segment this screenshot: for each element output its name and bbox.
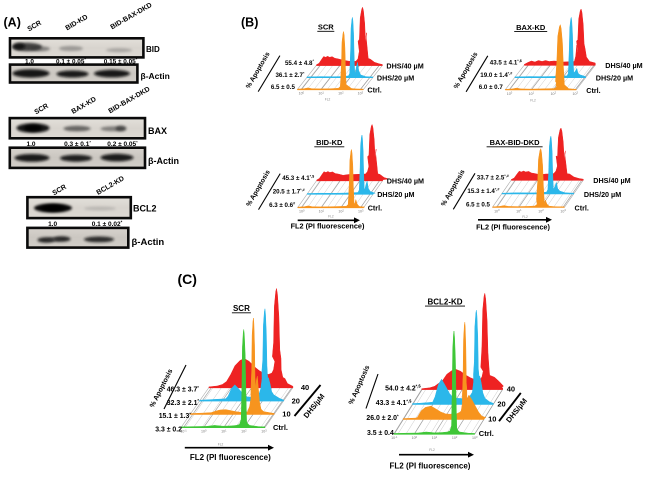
- svg-text:103: 103: [472, 435, 478, 440]
- svg-text:Ctrl.: Ctrl.: [273, 423, 288, 432]
- svg-text:FL2: FL2: [325, 98, 331, 102]
- svg-text:103: 103: [358, 208, 364, 213]
- svg-text:15.1 ± 1.3*: 15.1 ± 1.3*: [159, 412, 192, 421]
- svg-text:101: 101: [516, 208, 522, 213]
- svg-text:1.0: 1.0: [26, 141, 35, 148]
- svg-text:101: 101: [318, 90, 324, 95]
- svg-text:1.0: 1.0: [25, 58, 34, 65]
- svg-text:3.5 ± 0.4: 3.5 ± 0.4: [367, 430, 394, 437]
- svg-text:102: 102: [338, 90, 344, 95]
- svg-text:BAX-KD: BAX-KD: [516, 23, 546, 32]
- svg-text:(A): (A): [4, 15, 21, 29]
- svg-text:Ctrl.: Ctrl.: [586, 86, 600, 95]
- svg-text:0.2 ± 0.05*: 0.2 ± 0.05*: [107, 139, 138, 148]
- svg-text:20: 20: [292, 396, 300, 405]
- svg-text:DHS/40 µM: DHS/40 µM: [386, 62, 423, 71]
- svg-text:101: 101: [221, 428, 227, 433]
- svg-text:32.3 ± 2.1*: 32.3 ± 2.1*: [167, 398, 200, 407]
- svg-text:FL2 (PI fluorescence): FL2 (PI fluorescence): [291, 222, 365, 231]
- svg-text:FL2: FL2: [530, 99, 536, 103]
- svg-text:Ctrl.: Ctrl.: [368, 204, 382, 213]
- svg-text:10: 10: [282, 410, 290, 419]
- svg-text:0.1 ± 0.02*: 0.1 ± 0.02*: [92, 220, 123, 229]
- svg-text:100: 100: [494, 208, 500, 213]
- svg-text:103: 103: [358, 90, 364, 95]
- svg-text:β-Actin: β-Actin: [141, 71, 170, 81]
- svg-text:43.3 ± 4.1*,$: 43.3 ± 4.1*,$: [376, 399, 412, 408]
- svg-text:6.5 ± 0.5: 6.5 ± 0.5: [271, 84, 296, 91]
- svg-text:Ctrl.: Ctrl.: [367, 86, 381, 95]
- svg-text:SCR: SCR: [233, 304, 250, 313]
- svg-text:BCL2-KD: BCL2-KD: [427, 297, 462, 306]
- svg-text:40: 40: [507, 385, 515, 394]
- svg-text:Ctrl.: Ctrl.: [479, 429, 494, 438]
- svg-text:103: 103: [261, 428, 267, 433]
- svg-text:6.3 ± 0.6#: 6.3 ± 0.6#: [269, 201, 295, 209]
- svg-text:β-Actin: β-Actin: [132, 237, 165, 248]
- svg-text:54.0 ± 4.2*,$: 54.0 ± 4.2*,$: [385, 384, 421, 393]
- svg-text:101: 101: [529, 91, 535, 96]
- svg-text:3.3 ± 0.2: 3.3 ± 0.2: [155, 426, 182, 433]
- svg-text:33.7 ± 2.5*,#: 33.7 ± 2.5*,#: [477, 174, 509, 182]
- svg-text:100: 100: [299, 208, 305, 213]
- svg-text:6.5 ± 0.5: 6.5 ± 0.5: [466, 202, 491, 209]
- svg-text:DHS/20 µM: DHS/20 µM: [377, 190, 414, 199]
- svg-text:15.3 ± 1.4*,#: 15.3 ± 1.4*,#: [467, 188, 499, 196]
- svg-text:1.0: 1.0: [48, 221, 57, 228]
- svg-text:100: 100: [507, 91, 513, 96]
- svg-text:101: 101: [319, 208, 325, 213]
- svg-text:36.1 ± 2.7*: 36.1 ± 2.7*: [275, 71, 304, 79]
- svg-text:100: 100: [299, 90, 305, 95]
- svg-text:(B): (B): [241, 16, 258, 30]
- svg-text:DHS/40 µM: DHS/40 µM: [593, 176, 630, 185]
- svg-text:6.0 ± 0.7: 6.0 ± 0.7: [479, 84, 504, 91]
- svg-text:BAX: BAX: [148, 126, 167, 136]
- svg-text:46.3 ± 3.7*: 46.3 ± 3.7*: [167, 385, 200, 394]
- svg-text:BCL2: BCL2: [133, 204, 157, 214]
- svg-text:10: 10: [488, 414, 496, 423]
- svg-text:10-1: 10-1: [391, 435, 398, 440]
- svg-text:FL2 (PI fluorescence): FL2 (PI fluorescence): [476, 223, 550, 232]
- svg-text:100: 100: [412, 435, 418, 440]
- svg-text:102: 102: [538, 208, 544, 213]
- svg-text:DHS/20 µM: DHS/20 µM: [377, 74, 414, 83]
- svg-text:45.3 ± 4.1*,$: 45.3 ± 4.1*,$: [282, 174, 314, 182]
- svg-text:40: 40: [301, 383, 309, 392]
- svg-text:SCR: SCR: [318, 23, 334, 32]
- svg-text:DHS/20 µM: DHS/20 µM: [596, 74, 633, 83]
- svg-text:DHS/40 µM: DHS/40 µM: [605, 61, 642, 70]
- svg-text:(C): (C): [178, 271, 197, 287]
- svg-text:Ctrl.: Ctrl.: [575, 203, 589, 212]
- svg-text:FL2: FL2: [522, 215, 528, 219]
- svg-text:BAX-BID-DKD: BAX-BID-DKD: [490, 138, 541, 147]
- svg-text:0.15 ± 0.05*: 0.15 ± 0.05*: [104, 57, 138, 66]
- svg-text:103: 103: [560, 208, 566, 213]
- svg-text:10-1: 10-1: [180, 428, 187, 433]
- svg-text:20: 20: [497, 399, 505, 408]
- svg-text:55.4 ± 4.8*: 55.4 ± 4.8*: [285, 59, 314, 67]
- svg-text:DHS/20 µM: DHS/20 µM: [584, 190, 621, 199]
- svg-text:102: 102: [338, 208, 344, 213]
- svg-text:DHS/40 µM: DHS/40 µM: [387, 177, 424, 186]
- svg-text:26.0 ± 2.0*: 26.0 ± 2.0*: [366, 414, 399, 423]
- svg-text:0.1 ± 0.05*: 0.1 ± 0.05*: [56, 57, 86, 66]
- svg-text:20.5 ± 1.7*,#: 20.5 ± 1.7*,#: [273, 188, 305, 196]
- svg-text:FL2: FL2: [429, 448, 435, 452]
- svg-text:BID: BID: [146, 45, 160, 54]
- svg-text:19.0 ± 1.4*,#: 19.0 ± 1.4*,#: [480, 71, 512, 79]
- svg-text:FL2: FL2: [218, 443, 224, 447]
- svg-text:100: 100: [201, 428, 207, 433]
- svg-text:102: 102: [551, 91, 557, 96]
- svg-text:FL2 (PI fluorescence): FL2 (PI fluorescence): [190, 453, 271, 462]
- svg-text:43.5 ± 4.1*,$: 43.5 ± 4.1*,$: [490, 59, 522, 67]
- svg-text:102: 102: [452, 435, 458, 440]
- svg-text:BID-KD: BID-KD: [316, 138, 343, 147]
- svg-text:FL2: FL2: [328, 215, 334, 219]
- svg-text:101: 101: [432, 435, 438, 440]
- svg-text:0.3 ± 0.1*: 0.3 ± 0.1*: [64, 139, 91, 148]
- svg-text:103: 103: [572, 91, 578, 96]
- svg-text:102: 102: [241, 428, 247, 433]
- svg-text:β-Actin: β-Actin: [148, 156, 179, 166]
- svg-text:FL2 (PI fluorescence): FL2 (PI fluorescence): [390, 462, 471, 471]
